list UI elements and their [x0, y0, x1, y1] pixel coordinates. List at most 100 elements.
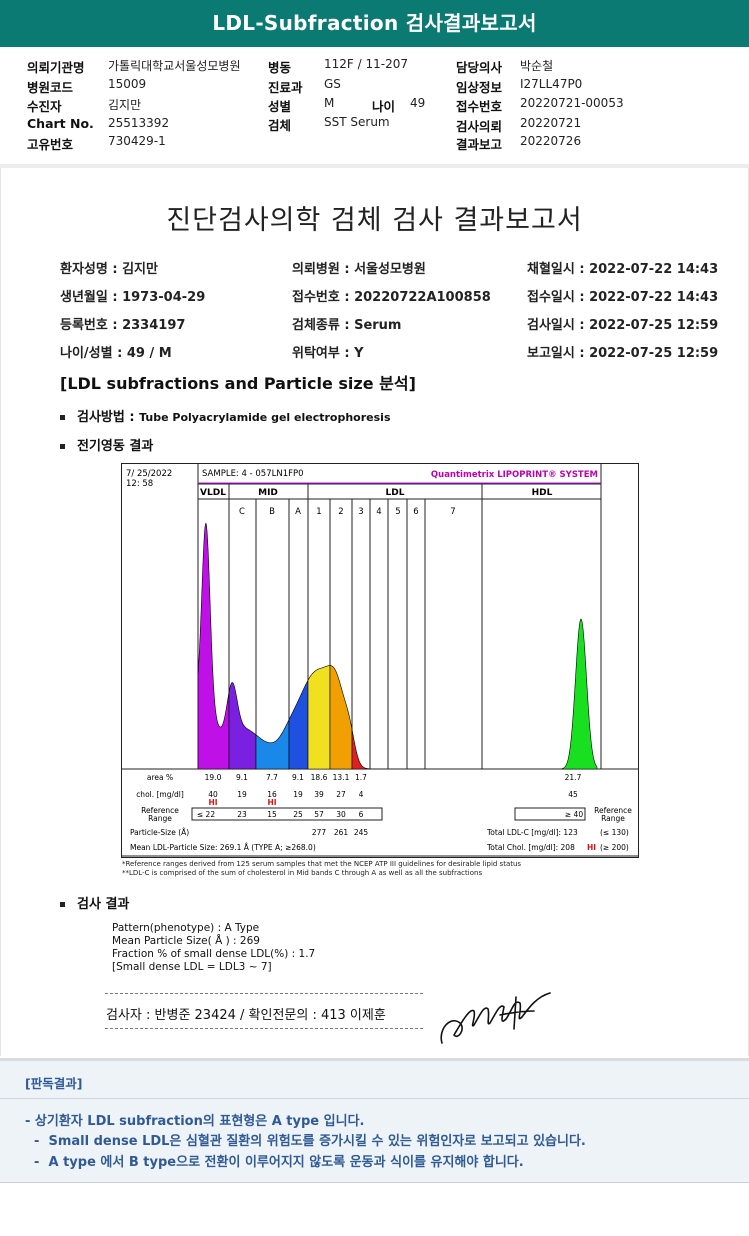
- result-line: Fraction % of small dense LDL(%) : 1.7: [112, 948, 316, 960]
- chart-footnotes: *Reference ranges derived from 125 serum…: [122, 860, 521, 877]
- area-value: 19.0: [205, 773, 222, 782]
- handwritten-signature: [440, 992, 551, 1044]
- ref-value: 25: [293, 810, 303, 819]
- ref-value-hdl: ≥ 40: [565, 810, 583, 819]
- band-label: 5: [395, 507, 400, 517]
- field-reg-no: 등록번호 : 2334197: [60, 318, 186, 333]
- info-value: 김지만: [108, 98, 142, 112]
- info-value: 112F / 11-207: [324, 57, 408, 71]
- ref-value: 30: [336, 810, 346, 819]
- info-label: 수진자: [27, 99, 62, 114]
- psize-value: 245: [354, 828, 369, 837]
- footnote: *Reference ranges derived from 125 serum…: [122, 860, 522, 868]
- group-label-ldl: LDL: [386, 488, 405, 498]
- peak-segment: [329, 665, 353, 770]
- bullet-icon: [60, 902, 65, 907]
- peak-group: [198, 522, 598, 770]
- ref-label-right: Reference: [594, 806, 632, 815]
- chart-sample: SAMPLE: 4 - 057LN1FP0: [202, 469, 304, 479]
- electro-label: 전기영동 결과: [77, 439, 154, 454]
- peak-segment: [255, 719, 290, 770]
- area-value: 18.6: [311, 773, 328, 782]
- row-label-ref: Range: [148, 814, 172, 823]
- group-label-mid: MID: [258, 488, 278, 498]
- chol-value: 16: [267, 790, 277, 799]
- interpretation-line: - Small dense LDL은 심혈관 질환의 위험도를 증가시킬 수 있…: [25, 1134, 586, 1149]
- peak-segment: [198, 522, 230, 770]
- info-value: I27LL47P0: [520, 77, 583, 91]
- area-value: 9.1: [292, 773, 304, 782]
- ref-value: 6: [359, 810, 364, 819]
- total-chol-ref: (≥ 200): [600, 843, 629, 852]
- area-value-hdl: 21.7: [565, 773, 582, 782]
- field-hospital: 의뢰병원 : 서울성모병원: [292, 262, 426, 277]
- info-value: 25513392: [108, 116, 170, 130]
- info-value: 20220726: [520, 134, 582, 148]
- info-value: M: [324, 96, 335, 110]
- field-name: 환자성명 : 김지만: [60, 262, 158, 277]
- interpretation-line: - 상기환자 LDL subfraction의 표현형은 A type 입니다.: [25, 1114, 365, 1129]
- psize-value: 277: [312, 828, 327, 837]
- info-label: 검사의뢰: [456, 119, 503, 134]
- total-ldl-ref: (≤ 130): [600, 828, 629, 837]
- info-value: 가톨릭대학교서울성모병원: [108, 59, 241, 73]
- field-test-time: 검사일시 : 2022-07-25 12:59: [527, 318, 719, 333]
- info-label: 나이: [372, 99, 396, 114]
- bullet-icon: [60, 444, 65, 449]
- info-label: 의뢰기관명: [27, 60, 85, 75]
- method-label: 검사방법 :: [77, 410, 135, 425]
- document-title: 진단검사의학 검체 검사 결과보고서: [166, 205, 583, 236]
- info-value: GS: [324, 77, 341, 91]
- chol-value: 40: [208, 790, 218, 799]
- results-label: 검사 결과: [77, 897, 130, 912]
- info-value: SST Serum: [324, 115, 390, 129]
- chol-value-hdl: 45: [568, 790, 578, 799]
- info-label: Chart No.: [27, 116, 94, 131]
- info-label: 병원코드: [27, 80, 74, 95]
- peak-segment: [351, 729, 371, 770]
- band-label: C: [239, 507, 245, 517]
- chol-value: 4: [359, 790, 364, 799]
- chart-time: 12: 58: [126, 479, 153, 489]
- info-value: 20220721: [520, 116, 582, 130]
- field-receive-time: 접수일시 : 2022-07-22 14:43: [527, 290, 719, 305]
- info-label: 진료과: [268, 80, 303, 95]
- band-label: 7: [450, 507, 455, 517]
- info-label: 고유번호: [27, 137, 74, 152]
- peak-segment: [288, 679, 309, 770]
- results-heading: 검사 결과: [60, 893, 129, 912]
- band-label: 4: [376, 507, 381, 517]
- total-chol: Total Chol. [mg/dl]: 208: [486, 843, 575, 852]
- group-label-hdl: HDL: [532, 488, 553, 498]
- chart-svg: 7/ 25/2022 12: 58 SAMPLE: 4 - 057LN1FP0 …: [122, 464, 638, 857]
- result-line: Pattern(phenotype) : A Type: [112, 922, 260, 934]
- ref-value: 15: [267, 810, 277, 819]
- info-label: 접수번호: [456, 99, 503, 114]
- bullet-icon: [60, 415, 65, 420]
- area-value: 13.1: [333, 773, 350, 782]
- info-label: 임상정보: [456, 80, 503, 95]
- electro-line: 전기영동 결과: [60, 435, 153, 454]
- band-label: 2: [338, 507, 343, 517]
- result-line: Mean Particle Size( Å ) : 269: [112, 935, 260, 947]
- field-age-sex: 나이/성별 : 49 / M: [60, 346, 172, 361]
- ref-range-box: [191, 807, 383, 821]
- band-label: 1: [316, 507, 321, 517]
- ref-value: 23: [237, 810, 247, 819]
- row-label-psize: Particle-Size (Å): [130, 828, 189, 837]
- mean-size: Mean LDL-Particle Size: 269.1 Å (TYPE A;…: [130, 843, 316, 852]
- chol-value: 39: [314, 790, 324, 799]
- info-label: 결과보고: [456, 137, 503, 152]
- method-line: 검사방법 : Tube Polyacrylamide gel electroph…: [60, 406, 391, 425]
- divider: [0, 1058, 749, 1061]
- band-label: 6: [413, 507, 418, 517]
- info-value: 박순철: [520, 59, 554, 73]
- divider: [0, 164, 749, 168]
- area-value: 7.7: [266, 773, 278, 782]
- info-value: 49: [410, 96, 426, 110]
- footnote: **LDL-C is comprised of the sum of chole…: [122, 868, 483, 877]
- field-collect-time: 채혈일시 : 2022-07-22 14:43: [527, 262, 719, 277]
- signer-line: 검사자 : 반병준 23424 / 확인전문의 : 413 이제훈: [106, 1008, 386, 1023]
- panel-divider: [0, 1098, 749, 1099]
- ref-range-box-hdl: [514, 807, 586, 821]
